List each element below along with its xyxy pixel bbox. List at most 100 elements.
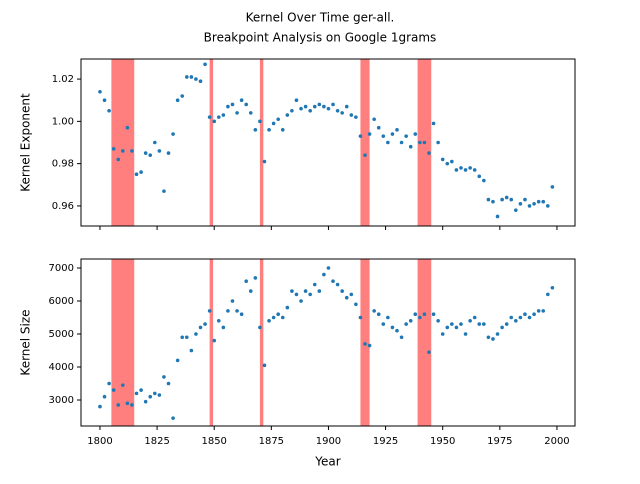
point	[482, 178, 486, 183]
point	[326, 106, 331, 111]
point	[404, 322, 408, 326]
point	[271, 121, 276, 126]
point	[258, 325, 262, 330]
point	[331, 279, 335, 284]
point	[175, 358, 180, 363]
point	[363, 153, 367, 157]
point	[203, 62, 207, 67]
point	[427, 350, 431, 354]
point	[171, 132, 175, 136]
point	[157, 393, 162, 397]
y-tick-label: 4000	[49, 362, 74, 373]
point	[180, 94, 185, 98]
point	[139, 170, 143, 174]
point	[340, 289, 344, 293]
point	[463, 332, 468, 336]
point	[413, 132, 418, 136]
point	[267, 319, 271, 323]
point	[207, 115, 212, 119]
point	[226, 309, 230, 313]
x-tick-label: 2000	[544, 436, 569, 447]
point	[459, 166, 463, 170]
point	[367, 343, 372, 348]
point	[198, 325, 203, 330]
point	[486, 335, 491, 340]
point	[422, 312, 427, 317]
point	[203, 322, 207, 326]
breakpoint-span	[417, 259, 432, 426]
point	[445, 161, 450, 166]
point	[413, 312, 418, 317]
point	[276, 117, 280, 122]
point	[422, 140, 427, 145]
point	[468, 319, 472, 323]
y-axis-label: Kernel Exponent	[19, 93, 33, 192]
point	[541, 309, 546, 313]
subtitle: Breakpoint Analysis on Google 1grams	[204, 31, 437, 45]
point	[98, 404, 102, 409]
axes-frame	[80, 58, 576, 227]
point	[454, 325, 459, 330]
point	[399, 335, 404, 340]
point	[226, 104, 230, 109]
point	[102, 394, 107, 399]
point	[454, 168, 459, 172]
point	[495, 332, 500, 336]
x-tick-label: 1950	[430, 436, 455, 447]
point	[395, 328, 399, 333]
point	[162, 375, 166, 379]
y-tick-label: 7000	[49, 263, 74, 274]
point	[121, 383, 125, 387]
point	[184, 335, 189, 340]
point	[354, 115, 358, 119]
point	[290, 289, 294, 293]
x-axis-label: Year	[314, 455, 340, 469]
y-tick-label: 0.98	[52, 159, 74, 170]
x-tick-label: 1975	[487, 436, 512, 447]
breakpoint-span	[111, 59, 135, 226]
point	[175, 98, 180, 103]
point	[303, 104, 308, 109]
point	[404, 134, 408, 138]
point	[523, 312, 527, 317]
point	[536, 199, 541, 204]
point	[504, 322, 509, 326]
point	[546, 292, 550, 297]
point	[431, 121, 436, 126]
point	[344, 104, 349, 109]
point	[399, 140, 404, 145]
point	[527, 315, 532, 320]
point	[349, 113, 354, 117]
point	[189, 75, 194, 79]
point	[271, 315, 276, 320]
title: Kernel Over Time ger-all.	[246, 11, 395, 25]
y-tick-label: 6000	[49, 296, 74, 307]
point	[216, 319, 221, 323]
point	[235, 309, 239, 313]
point	[450, 322, 454, 326]
point	[134, 391, 139, 396]
point	[322, 272, 326, 277]
point	[372, 117, 376, 122]
point	[143, 399, 148, 404]
point	[107, 108, 111, 113]
y-axis-label: Kernel Size	[19, 309, 33, 375]
point	[134, 172, 139, 177]
breakpoint-span	[259, 59, 264, 226]
point	[166, 381, 171, 386]
point	[536, 309, 541, 313]
point	[514, 319, 518, 323]
point	[294, 98, 299, 103]
point	[372, 309, 376, 313]
point	[111, 147, 116, 151]
point	[376, 125, 381, 130]
breakpoint-span	[360, 59, 370, 226]
point	[116, 403, 121, 407]
point	[125, 125, 130, 130]
point	[509, 315, 514, 320]
point	[550, 185, 555, 189]
point	[495, 214, 500, 219]
point	[468, 166, 472, 170]
point	[194, 77, 198, 81]
